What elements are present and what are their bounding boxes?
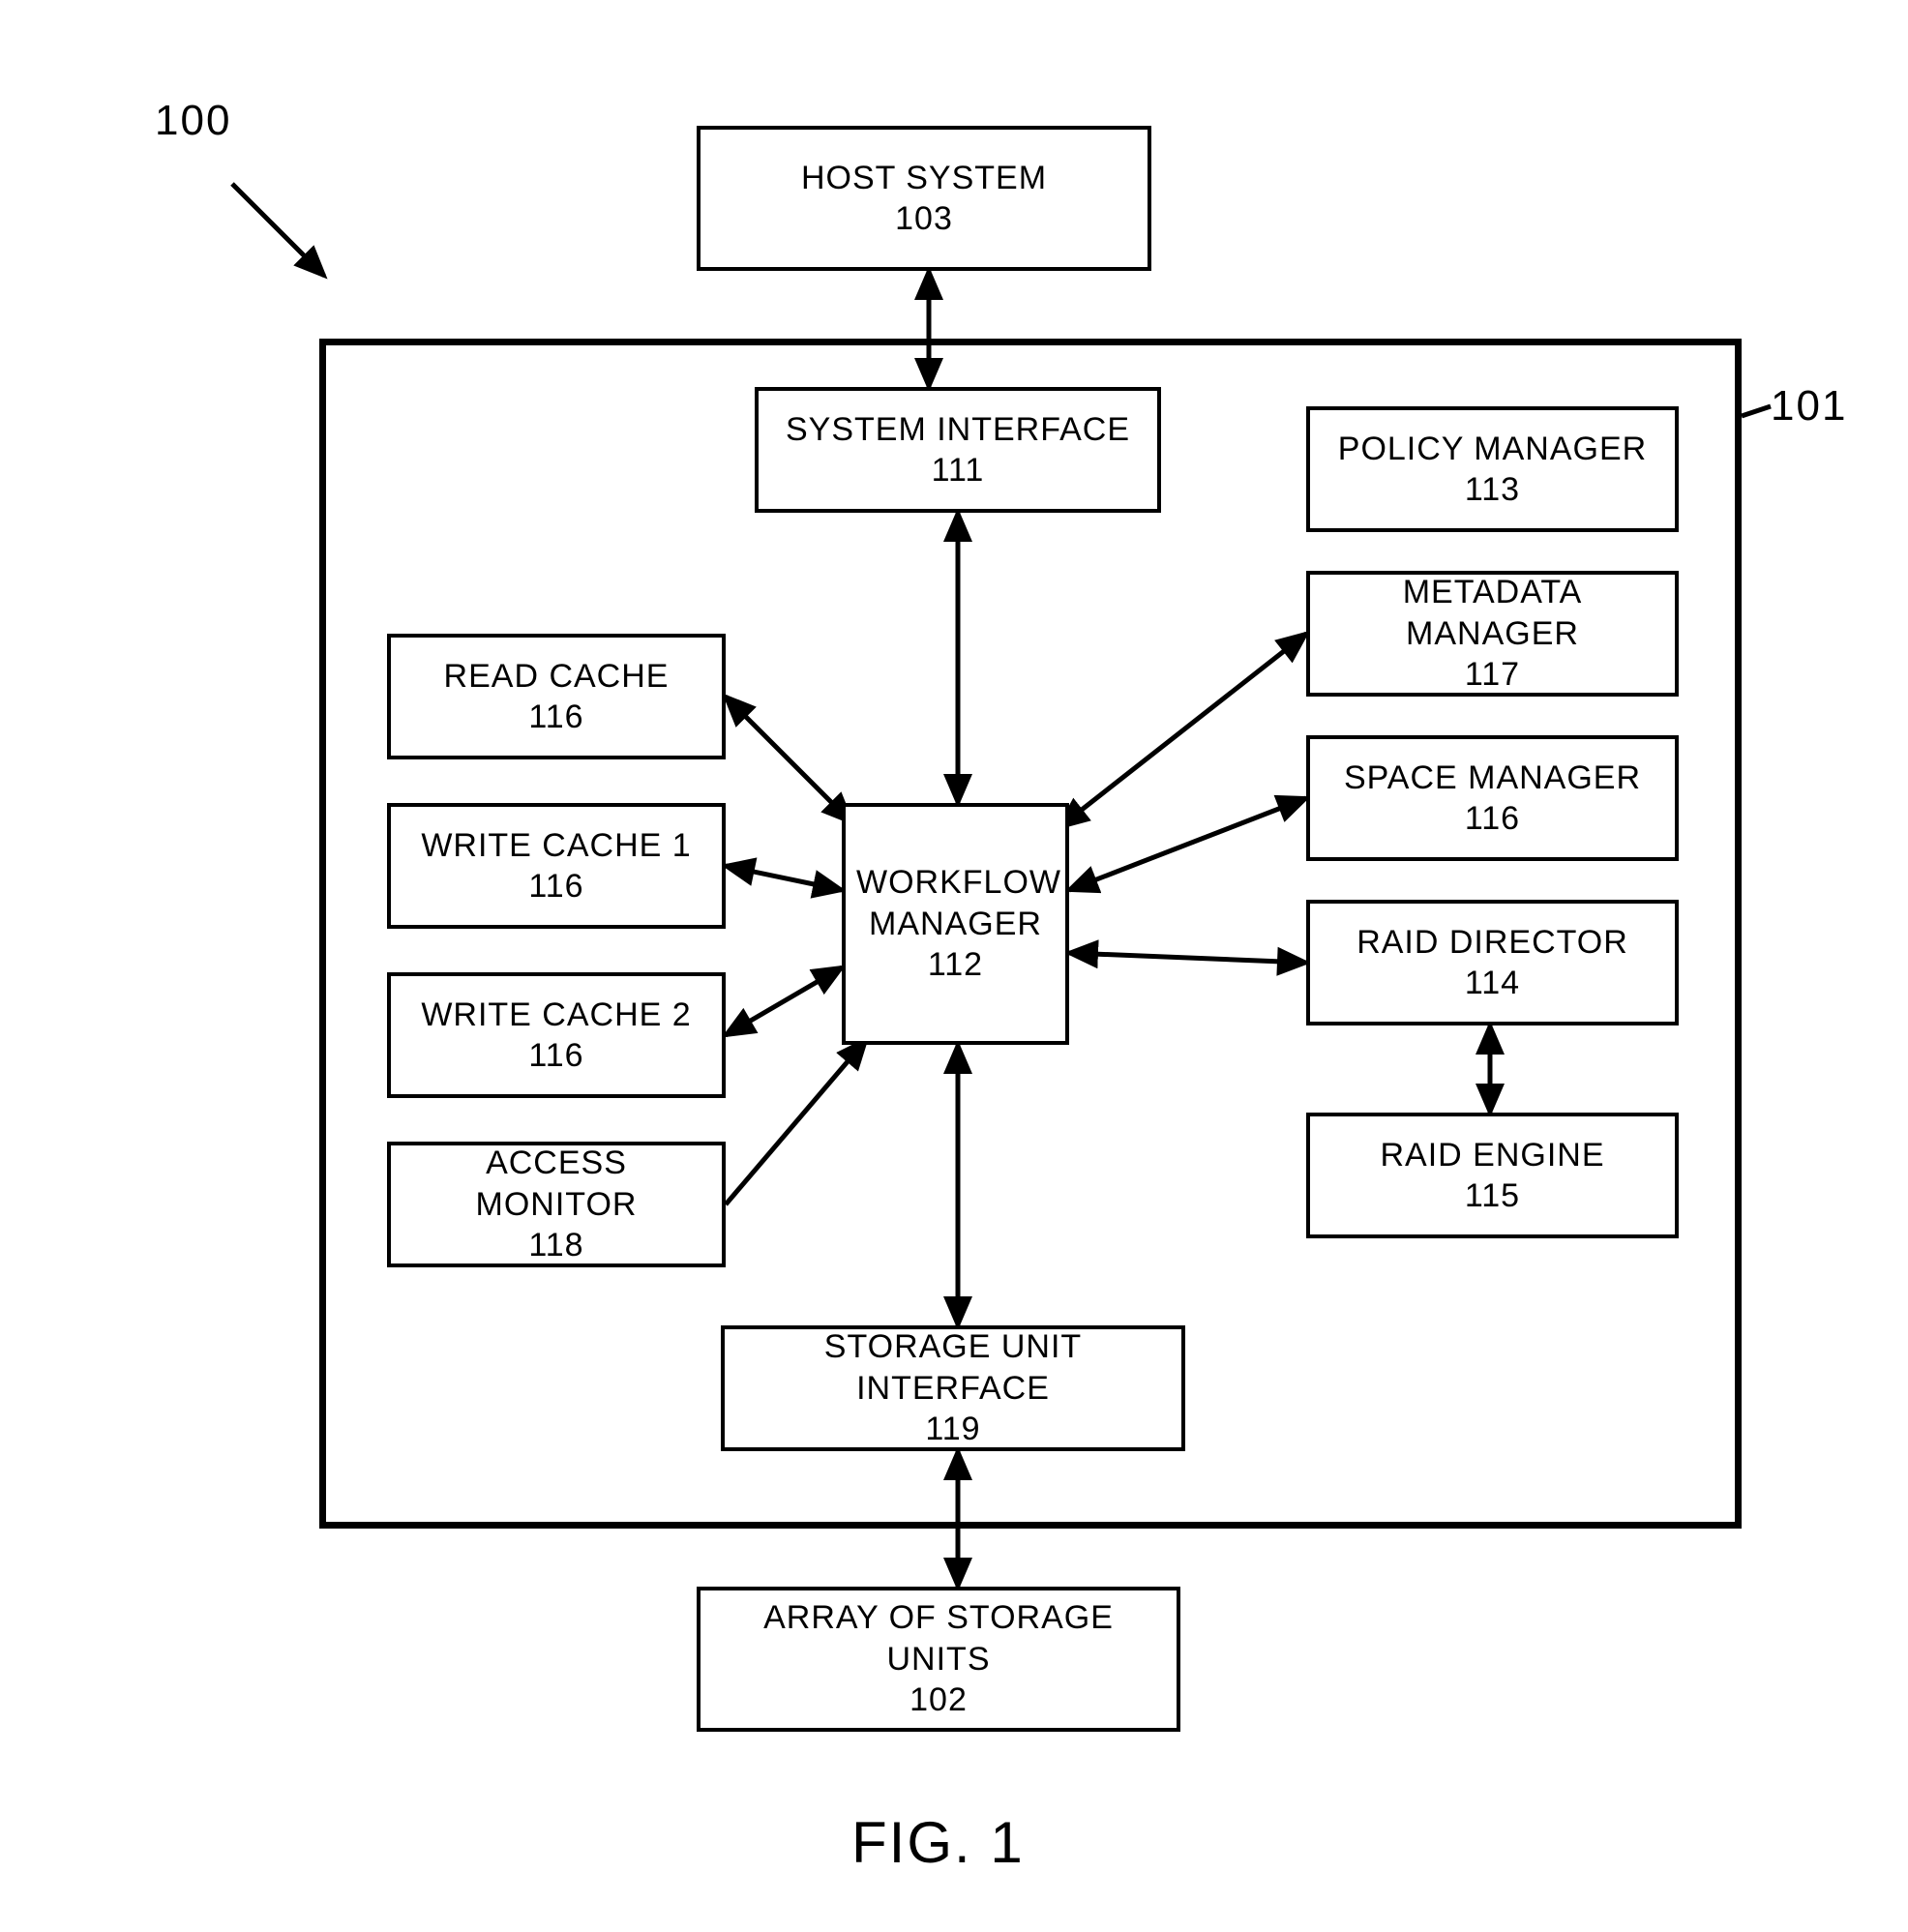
node-metadata: METADATA MANAGER117 — [1306, 571, 1679, 697]
node-workflow-label: WORKFLOW MANAGER — [856, 862, 1055, 944]
node-host-num: 103 — [895, 198, 953, 240]
node-array: ARRAY OF STORAGE UNITS102 — [697, 1587, 1180, 1732]
node-wcache1-num: 116 — [528, 866, 583, 907]
node-workflow-num: 112 — [928, 944, 983, 986]
node-policy: POLICY MANAGER113 — [1306, 406, 1679, 532]
node-space: SPACE MANAGER116 — [1306, 735, 1679, 861]
node-storif-label: STORAGE UNIT INTERFACE — [735, 1326, 1171, 1409]
node-accessmon-num: 118 — [528, 1225, 583, 1266]
node-raiddir: RAID DIRECTOR114 — [1306, 900, 1679, 1025]
node-storif-num: 119 — [925, 1409, 980, 1450]
node-readcache-num: 116 — [528, 697, 583, 738]
figure-label-text: FIG. 1 — [851, 1810, 1025, 1875]
figure-label: FIG. 1 — [851, 1809, 1025, 1876]
system-ref-text: 100 — [155, 97, 231, 144]
node-raideng: RAID ENGINE115 — [1306, 1113, 1679, 1238]
node-sysif-num: 111 — [932, 450, 985, 491]
node-storif: STORAGE UNIT INTERFACE119 — [721, 1325, 1185, 1451]
node-sysif-label: SYSTEM INTERFACE — [786, 409, 1130, 451]
node-sysif: SYSTEM INTERFACE111 — [755, 387, 1161, 513]
diagram-canvas: 100 101 FIG. 1 HOST SYSTEM103 SYSTEM INTE… — [0, 0, 1908, 1932]
node-space-label: SPACE MANAGER — [1344, 758, 1641, 799]
node-metadata-label: METADATA MANAGER — [1321, 572, 1664, 654]
container-ref-text: 101 — [1771, 382, 1847, 430]
node-raideng-label: RAID ENGINE — [1380, 1135, 1604, 1176]
node-wcache2-label: WRITE CACHE 2 — [421, 995, 691, 1036]
node-host-label: HOST SYSTEM — [801, 158, 1047, 199]
node-wcache2-num: 116 — [528, 1035, 583, 1077]
node-space-num: 116 — [1465, 798, 1520, 840]
node-host: HOST SYSTEM103 — [697, 126, 1151, 271]
node-workflow: WORKFLOW MANAGER112 — [842, 803, 1069, 1045]
node-raiddir-num: 114 — [1465, 963, 1520, 1004]
node-array-num: 102 — [909, 1679, 968, 1721]
node-raideng-num: 115 — [1465, 1175, 1520, 1217]
node-wcache2: WRITE CACHE 2116 — [387, 972, 726, 1098]
node-metadata-num: 117 — [1465, 654, 1520, 696]
node-raiddir-label: RAID DIRECTOR — [1356, 922, 1628, 964]
container-ref-label: 101 — [1771, 382, 1847, 431]
node-readcache: READ CACHE116 — [387, 634, 726, 759]
node-policy-label: POLICY MANAGER — [1338, 429, 1647, 470]
node-accessmon: ACCESS MONITOR118 — [387, 1142, 726, 1267]
node-policy-num: 113 — [1465, 469, 1520, 511]
node-accessmon-label: ACCESS MONITOR — [402, 1143, 711, 1225]
node-wcache1: WRITE CACHE 1116 — [387, 803, 726, 929]
node-array-label: ARRAY OF STORAGE UNITS — [711, 1597, 1166, 1679]
node-wcache1-label: WRITE CACHE 1 — [421, 825, 691, 867]
system-ref-label: 100 — [155, 97, 231, 145]
node-readcache-label: READ CACHE — [444, 656, 670, 698]
